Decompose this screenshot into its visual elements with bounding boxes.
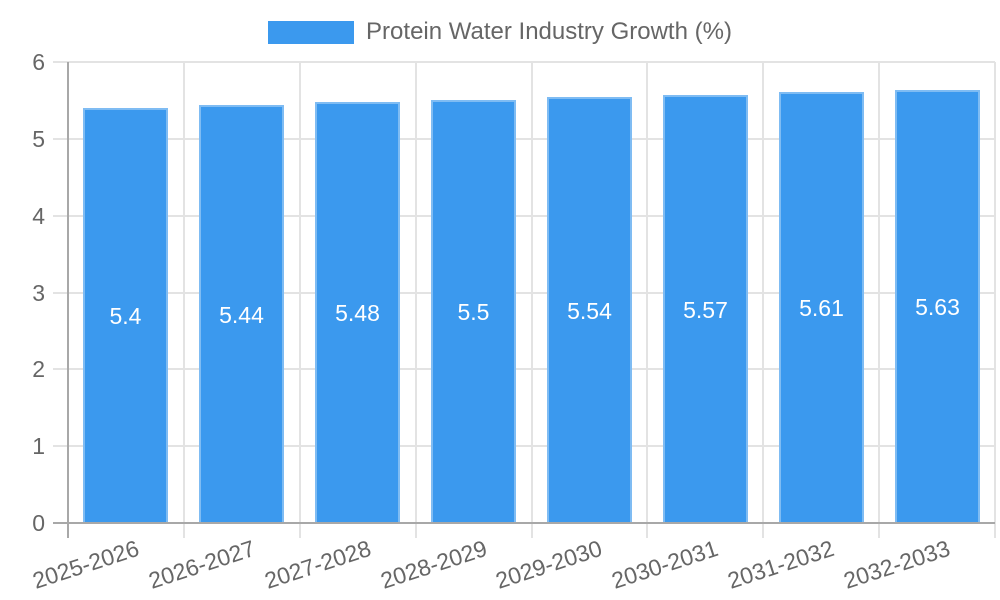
- bar-value-label: 5.44: [219, 301, 264, 328]
- bar: 5.61: [779, 91, 864, 523]
- x-tick-label: 2030-2031: [608, 535, 722, 594]
- bar: 5.4: [83, 108, 168, 523]
- gridline-vertical: [762, 62, 765, 523]
- chart-legend[interactable]: Protein Water Industry Growth (%): [0, 16, 1000, 48]
- x-axis-tick: [878, 523, 881, 538]
- bar-value-label: 5.5: [457, 299, 490, 326]
- x-axis-tick: [646, 523, 649, 538]
- x-axis-tick: [298, 523, 301, 538]
- bar: 5.54: [547, 97, 632, 523]
- gridline-vertical: [298, 62, 301, 523]
- bar: 5.57: [663, 95, 748, 523]
- y-axis-tick: [53, 137, 68, 140]
- y-tick-label: 1: [32, 433, 45, 460]
- bar-value-label: 5.4: [109, 303, 142, 330]
- gridline-vertical: [646, 62, 649, 523]
- gridline-vertical: [530, 62, 533, 523]
- bar: 5.48: [315, 101, 400, 523]
- y-tick-label: 3: [32, 279, 45, 306]
- gridline-vertical: [994, 62, 996, 523]
- y-axis-tick: [53, 214, 68, 217]
- y-axis-tick: [53, 368, 68, 371]
- bar-value-label: 5.48: [335, 299, 380, 326]
- y-tick-label: 0: [32, 510, 45, 536]
- gridline-vertical: [182, 62, 185, 523]
- x-tick-label: 2028-2029: [376, 535, 490, 594]
- y-tick-label: 6: [32, 49, 45, 75]
- y-axis-tick: [53, 61, 68, 63]
- bar-value-label: 5.54: [567, 297, 612, 324]
- x-tick-label: 2025-2026: [29, 535, 142, 594]
- gridline-vertical: [414, 62, 417, 523]
- y-tick-label: 4: [32, 202, 45, 229]
- y-tick-label: 5: [32, 125, 45, 152]
- x-tick-label: 2029-2030: [492, 535, 606, 594]
- y-axis-tick: [53, 291, 68, 294]
- bar-value-label: 5.57: [683, 296, 728, 323]
- x-axis-tick: [762, 523, 765, 538]
- legend-swatch: [268, 20, 355, 44]
- x-tick-label: 2027-2028: [261, 535, 374, 594]
- bar: 5.44: [199, 105, 284, 523]
- bar-value-label: 5.61: [799, 294, 844, 321]
- x-tick-label: 2031-2032: [724, 535, 838, 594]
- y-axis-tick: [53, 445, 68, 448]
- gridline-vertical: [878, 62, 881, 523]
- y-tick-label: 2: [32, 356, 45, 383]
- x-axis-tick: [414, 523, 417, 538]
- bar-value-label: 5.63: [915, 294, 960, 321]
- bar: 5.63: [895, 90, 980, 523]
- x-tick-label: 2032-2033: [840, 535, 954, 594]
- x-axis-tick: [994, 523, 996, 538]
- x-axis-tick: [182, 523, 185, 538]
- x-tick-label: 2026-2027: [145, 535, 258, 594]
- legend-label: Protein Water Industry Growth (%): [366, 18, 732, 45]
- y-axis-line: [67, 62, 69, 538]
- bar: 5.5: [431, 100, 516, 523]
- x-axis-tick: [530, 523, 533, 538]
- x-axis-line: [53, 522, 995, 524]
